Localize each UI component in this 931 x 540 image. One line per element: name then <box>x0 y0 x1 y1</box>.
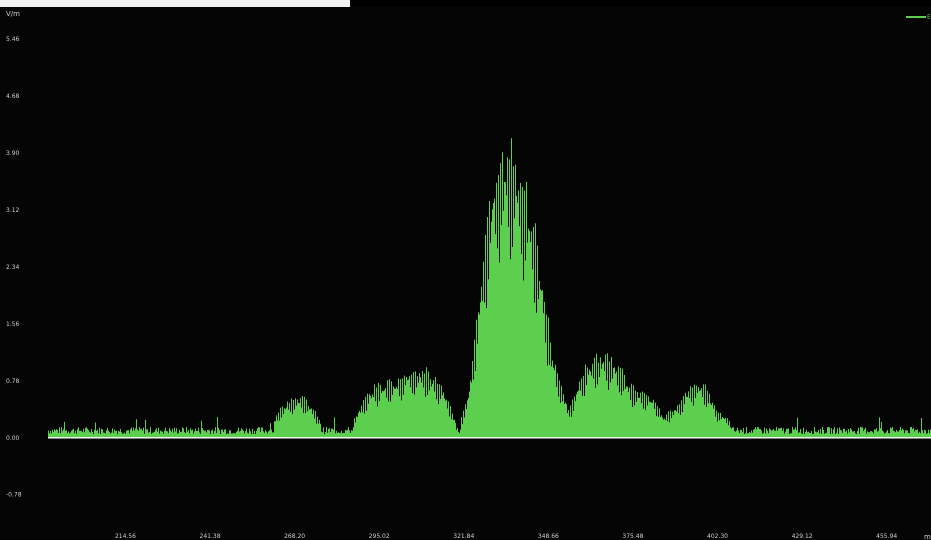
y-tick-label: 4.68 <box>6 93 20 100</box>
x-tick-label: 214.56 <box>115 533 136 540</box>
x-tick-label: 455.94 <box>876 533 897 540</box>
y-tick-label: 3.12 <box>6 207 20 214</box>
series-e-bars <box>48 138 931 438</box>
y-tick-label: 5.46 <box>6 36 20 43</box>
x-axis-ticks: 214.56 241.38 268.20 295.02 321.84 348.66 375.… <box>115 533 897 540</box>
legend-label: E <box>927 14 931 21</box>
x-tick-label: 241.38 <box>200 533 221 540</box>
x-tick-label: 268.20 <box>284 533 305 540</box>
x-tick-label: 321.84 <box>453 533 474 540</box>
y-tick-label: -0.78 <box>6 492 22 499</box>
y-tick-label: 2.34 <box>6 264 20 271</box>
x-tick-label: 402.30 <box>707 533 728 540</box>
legend[interactable]: E <box>906 14 931 21</box>
x-tick-label: 295.02 <box>369 533 390 540</box>
chart-area: V/m m 5.46 4.68 3.90 3.12 2.34 1.56 0.78 0.00 -0… <box>0 7 931 540</box>
y-tick-label: 0.78 <box>6 378 20 385</box>
window-top-bar <box>0 0 350 7</box>
y-axis-unit: V/m <box>6 10 20 18</box>
y-tick-label: 1.56 <box>6 321 20 328</box>
chart-svg: V/m m 5.46 4.68 3.90 3.12 2.34 1.56 0.78 0.00 -0… <box>6 10 931 540</box>
x-tick-label: 348.66 <box>538 533 559 540</box>
x-tick-label: 429.12 <box>792 533 813 540</box>
y-tick-label: 0.00 <box>6 435 20 442</box>
x-axis-unit: m <box>924 533 931 540</box>
y-axis-ticks: 5.46 4.68 3.90 3.12 2.34 1.56 0.78 0.00 -0.78 <box>6 36 22 499</box>
y-tick-label: 3.90 <box>6 150 20 157</box>
x-tick-label: 375.48 <box>622 533 643 540</box>
